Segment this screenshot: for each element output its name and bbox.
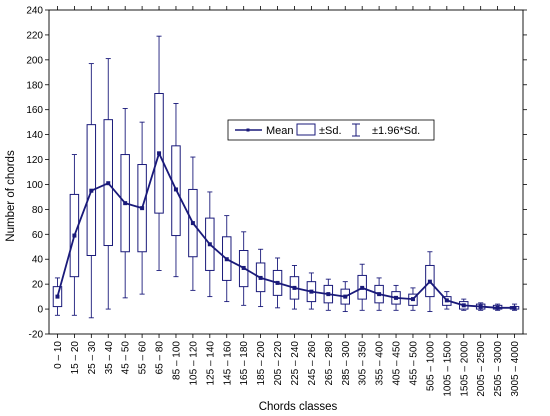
mean-point	[89, 188, 94, 193]
y-tick-label: 20	[32, 280, 44, 291]
x-tick-label: 105 – 120	[188, 341, 199, 386]
mean-point	[360, 285, 365, 290]
y-tick-label: 180	[26, 80, 43, 91]
legend-mean-label: Mean	[266, 125, 294, 137]
mean-point	[224, 257, 229, 262]
x-tick-label: 505 – 1000	[425, 341, 436, 391]
x-tick-label: 45 – 50	[121, 341, 132, 375]
x-tick-label: 1505 – 2000	[459, 341, 470, 397]
y-tick-label: 240	[26, 6, 43, 17]
legend-box	[227, 119, 435, 141]
mean-point	[512, 305, 517, 310]
mean-point	[157, 151, 162, 156]
x-tick-label: 85 – 100	[171, 341, 182, 380]
y-tick-label: 60	[32, 230, 44, 241]
x-tick-label: 165 – 180	[239, 341, 250, 386]
mean-point	[394, 295, 399, 300]
mean-point	[106, 181, 111, 186]
x-tick-label: 15 – 20	[70, 341, 81, 375]
legend-sd-swatch	[296, 123, 316, 136]
x-tick-label: 305 – 350	[358, 341, 369, 386]
y-tick-label: 80	[32, 205, 44, 216]
mean-point	[72, 233, 77, 238]
x-tick-label: 355 – 400	[375, 341, 386, 386]
plot-area	[52, 35, 520, 319]
x-tick-label: 405 – 450	[392, 341, 403, 386]
y-tick-label: 100	[26, 180, 43, 191]
mean-point	[478, 304, 483, 309]
x-tick-label: 55 – 60	[138, 341, 149, 375]
x-tick-label: 225 – 240	[290, 341, 301, 386]
plot-frame	[48, 9, 524, 335]
y-tick-label: 120	[26, 155, 43, 166]
x-tick-label: 285 – 300	[341, 341, 352, 386]
x-tick-label: 145 – 160	[222, 341, 233, 386]
x-tick-label: 35 – 40	[104, 341, 115, 375]
legend-sd-label: ±Sd.	[319, 125, 342, 137]
mean-point	[207, 242, 212, 247]
x-tick-label: 0 – 10	[53, 341, 64, 369]
mean-point	[292, 285, 297, 290]
x-tick-label: 25 – 30	[87, 341, 98, 375]
mean-point	[309, 289, 314, 294]
legend: Mean ±Sd. ±1.96*Sd.	[227, 119, 435, 141]
y-tick-label: 140	[26, 130, 43, 141]
x-tick-label: 205 – 220	[273, 341, 284, 386]
mean-point	[55, 294, 60, 299]
mean-point	[123, 201, 128, 206]
x-tick-label: 245 – 260	[307, 341, 318, 386]
y-tick-label: 160	[26, 105, 43, 116]
x-tick-label: 125 – 140	[205, 341, 216, 386]
mean-point	[258, 275, 263, 280]
x-tick-label: 265 – 280	[324, 341, 335, 386]
x-tick-label: 185 – 200	[256, 341, 267, 386]
mean-point	[495, 305, 500, 310]
legend-ci-label: ±1.96*Sd.	[372, 125, 420, 137]
mean-point	[427, 279, 432, 284]
axes: -20 0 20 40 60 80 100 120 140 160 180 200 220 240 0 – …	[26, 6, 527, 397]
mean-point	[241, 265, 246, 270]
y-tick-label: 40	[32, 255, 44, 266]
mean-line	[56, 152, 515, 309]
x-tick-label: 65 – 80	[155, 341, 166, 375]
mean-point	[377, 292, 382, 297]
x-tick-label: 2505 – 3000	[493, 341, 504, 397]
legend-ci-symbol	[352, 123, 360, 137]
y-tick-label: 200	[26, 55, 43, 66]
x-tick-label: 2005 – 2500	[476, 341, 487, 397]
mean-point	[173, 187, 178, 192]
x-tick-label: 455 – 500	[408, 341, 419, 386]
y-tick-label: 0	[37, 305, 43, 316]
legend-mean-marker	[246, 128, 250, 132]
mean-point	[343, 294, 348, 299]
y-tick-label: -20	[29, 330, 44, 341]
mean-point	[140, 206, 145, 211]
mean-point	[190, 221, 195, 226]
mean-point	[444, 298, 449, 303]
mean-point	[275, 280, 280, 285]
mean-point	[326, 292, 331, 297]
x-axis-title: Chords classes	[259, 401, 338, 413]
y-tick-label: 220	[26, 30, 43, 41]
x-tick-label: 3005 – 4000	[510, 341, 521, 397]
mean-point	[461, 303, 466, 308]
y-axis-title: Number of chords	[5, 150, 17, 242]
x-tick-label: 1005 – 1500	[442, 341, 453, 397]
mean-point	[410, 297, 415, 302]
